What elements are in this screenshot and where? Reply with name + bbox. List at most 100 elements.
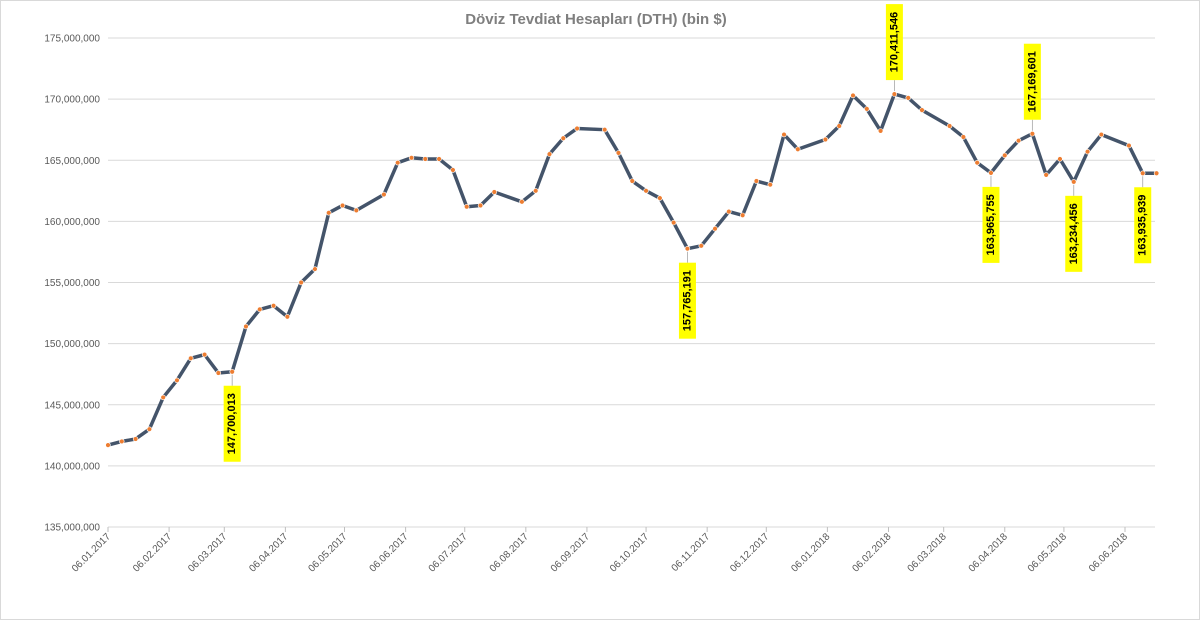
data-point — [477, 202, 484, 209]
x-tick-label: 06.04.2017 — [247, 531, 290, 574]
data-point — [422, 156, 429, 162]
chart-title: Döviz Tevdiat Hesapları (DTH) (bin $) — [465, 11, 726, 28]
x-tick-label: 06.06.2018 — [1087, 531, 1130, 574]
x-tick-label: 06.06.2017 — [368, 531, 411, 574]
data-point — [326, 210, 332, 216]
series-line — [107, 92, 1157, 447]
data-point — [891, 91, 898, 97]
data-point — [436, 156, 442, 162]
callout-box — [678, 262, 696, 339]
data-point — [781, 131, 787, 138]
callout-box — [885, 4, 903, 81]
data-point — [657, 195, 663, 201]
y-tick-label: 160,000,000 — [44, 217, 100, 228]
data-point — [257, 306, 263, 313]
data-point — [215, 370, 222, 376]
x-tick-label: 06.01.2018 — [789, 531, 832, 574]
x-tick-label: 06.07.2017 — [427, 531, 470, 574]
data-point — [698, 243, 704, 249]
data-point — [753, 178, 760, 184]
data-point — [339, 202, 346, 209]
data-point — [160, 394, 166, 401]
data-point — [822, 136, 829, 143]
gridlines — [108, 37, 1155, 528]
x-tick-label: 06.11.2017 — [670, 531, 713, 574]
data-point — [670, 219, 677, 226]
data-point — [105, 442, 111, 448]
data-point — [395, 159, 401, 166]
callout-label: 170,411,546 — [888, 12, 900, 73]
data-point — [615, 150, 622, 156]
data-point — [960, 134, 967, 140]
x-tick-label: 06.12.2017 — [728, 531, 771, 574]
data-callout: 147,700,013 — [223, 374, 241, 462]
data-point — [712, 226, 718, 232]
data-point — [836, 123, 842, 129]
data-point — [1126, 142, 1132, 149]
series-line-path — [107, 92, 1157, 447]
data-point — [381, 191, 387, 198]
x-tick-label: 06.02.2017 — [131, 531, 174, 574]
data-point — [174, 377, 180, 383]
callout-label: 147,700,013 — [226, 393, 238, 454]
callout-box — [223, 385, 241, 462]
data-point — [464, 204, 470, 210]
data-point — [560, 135, 566, 141]
data-point — [312, 266, 318, 272]
x-tick-label: 06.10.2017 — [608, 531, 651, 574]
data-point — [988, 170, 994, 176]
data-point — [919, 107, 925, 113]
data-point — [574, 125, 580, 132]
x-tick-label: 06.02.2018 — [850, 531, 893, 574]
data-point — [726, 208, 732, 215]
data-point — [1140, 170, 1146, 176]
data-point — [739, 212, 746, 218]
data-point — [877, 128, 884, 134]
x-tick-label: 06.09.2017 — [549, 531, 592, 574]
y-axis-ticks: 135,000,000 140,000,000 145,000,000 150,000… — [44, 34, 100, 534]
data-point — [519, 199, 525, 205]
x-tick-label: 06.03.2018 — [906, 531, 949, 574]
x-tick-label: 06.04.2018 — [967, 531, 1010, 574]
callout-box — [982, 186, 1000, 263]
data-point — [1015, 137, 1022, 144]
data-callout: 167,169,601 — [1023, 43, 1041, 131]
x-tick-label: 06.05.2018 — [1026, 531, 1069, 574]
x-tick-label: 06.08.2017 — [488, 531, 531, 574]
data-point — [795, 146, 801, 152]
x-tick-label: 06.03.2017 — [186, 531, 229, 574]
data-point — [643, 188, 649, 194]
callout-box — [1023, 43, 1041, 120]
data-point — [201, 351, 208, 358]
data-point — [629, 178, 635, 184]
y-tick-label: 135,000,000 — [44, 523, 100, 534]
callout-label: 163,234,456 — [1068, 203, 1080, 264]
data-point — [229, 369, 235, 375]
y-tick-label: 155,000,000 — [44, 278, 100, 289]
data-point — [284, 314, 291, 320]
data-point — [408, 155, 415, 161]
data-point — [491, 189, 498, 195]
data-point — [684, 245, 691, 252]
data-point — [767, 182, 773, 188]
data-point — [850, 92, 856, 99]
data-point — [1002, 152, 1008, 159]
x-tick-label: 06.05.2017 — [306, 531, 349, 574]
data-point — [1029, 131, 1036, 137]
series-markers — [105, 91, 1160, 448]
callout-box — [1065, 195, 1083, 272]
data-point — [1153, 170, 1160, 176]
data-point — [353, 207, 360, 214]
data-point — [864, 106, 870, 112]
data-point — [905, 95, 911, 101]
data-point — [1098, 131, 1105, 138]
data-point — [946, 123, 953, 129]
data-point — [1071, 179, 1077, 185]
data-callout: 163,965,755 — [982, 175, 1000, 263]
data-point — [546, 151, 553, 157]
data-callout: 163,234,456 — [1065, 184, 1083, 272]
data-point — [188, 355, 194, 361]
data-point — [974, 159, 980, 166]
